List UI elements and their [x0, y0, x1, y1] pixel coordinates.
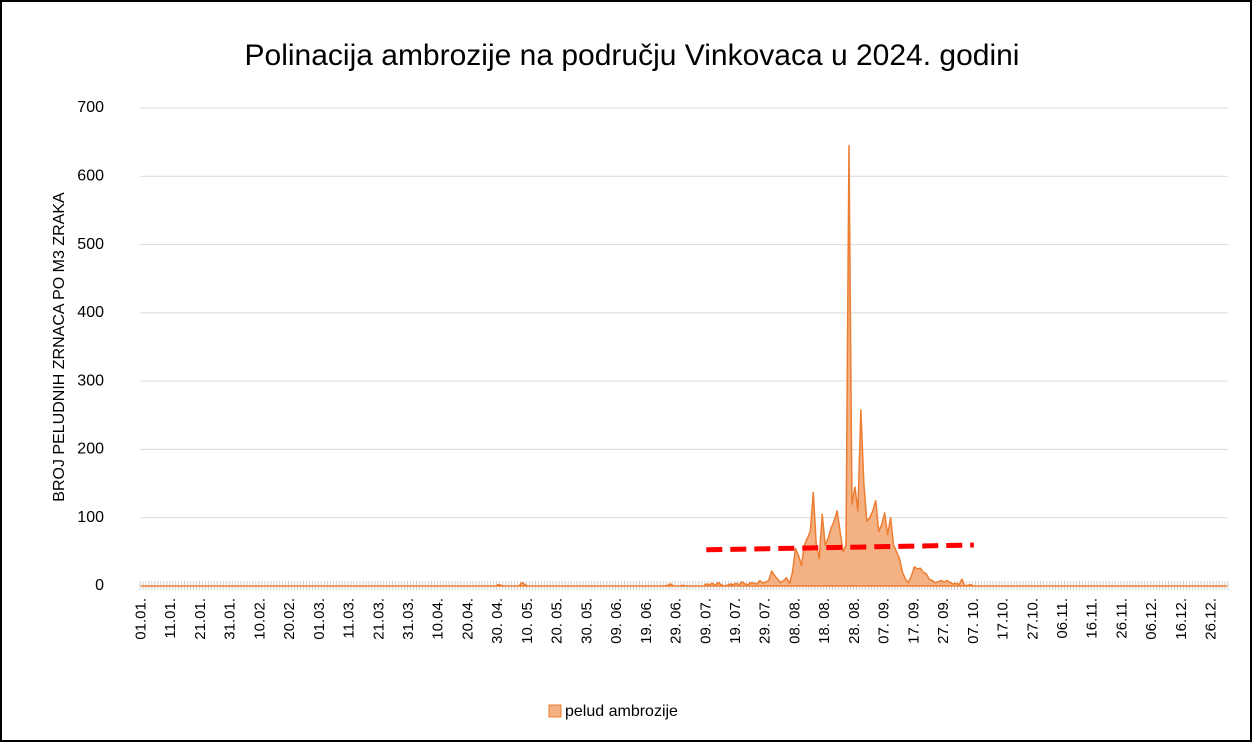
x-tick-label: 06.12. [1143, 598, 1160, 640]
x-tick-label: 11.01. [162, 598, 179, 639]
x-tick-label: 07. 09. [876, 598, 893, 644]
x-tick-label: 27.10. [1024, 598, 1041, 640]
y-tick-label: 300 [77, 372, 104, 389]
x-tick-label: 07. 10. [965, 598, 982, 644]
x-tick-label: 29. 07. [757, 598, 774, 644]
x-tick-label: 09. 06. [608, 598, 625, 644]
x-tick-label: 27. 09. [935, 598, 952, 644]
x-tick-label: 31.03. [400, 598, 417, 640]
x-tick-label: 01.03. [311, 598, 328, 640]
x-tick-label: 10. 05. [519, 598, 536, 644]
x-tick-label: 16.12. [1173, 598, 1190, 640]
x-tick-label: 30. 05. [578, 598, 595, 644]
x-tick-label: 01.01. [132, 598, 149, 640]
legend-swatch [548, 704, 562, 718]
x-tick-label: 30. 04. [489, 598, 506, 644]
x-tick-label: 26.11. [1113, 598, 1130, 639]
x-tick-label: 29. 06. [668, 598, 685, 644]
x-tick-label: 26.12. [1203, 598, 1220, 640]
x-tick-label: 06.11. [1054, 598, 1071, 639]
x-tick-label: 11.03. [341, 598, 358, 639]
y-tick-label: 100 [77, 509, 104, 526]
x-tick-label: 10.02. [251, 598, 268, 640]
x-tick-label: 20.02. [281, 598, 298, 640]
x-tick-label: 19. 07. [727, 598, 744, 644]
x-tick-label: 08. 08. [786, 598, 803, 644]
y-tick-label: 200 [77, 441, 104, 458]
y-tick-label: 0 [95, 577, 104, 594]
chart-title: Polinacija ambrozije na području Vinkova… [245, 39, 1020, 72]
x-tick-label: 28. 08. [846, 598, 863, 644]
x-tick-label: 21.03. [370, 598, 387, 640]
x-tick-label: 20. 05. [549, 598, 566, 644]
x-tick-label: 19. 06. [638, 598, 655, 644]
x-tick-label: 31.01. [222, 598, 239, 640]
y-tick-label: 600 [77, 168, 104, 185]
x-tick-label: 21.01. [192, 598, 209, 640]
x-tick-label: 17. 09. [905, 598, 922, 644]
y-tick-label: 700 [77, 99, 104, 116]
x-tick-label: 18. 08. [816, 598, 833, 644]
x-tick-label: 20.04. [459, 598, 476, 640]
legend-label: pelud ambrozije [565, 703, 678, 720]
area [140, 144, 1228, 587]
y-axis-label: BROJ PELUDNIH ZRNACA PO M3 ZRAKA [51, 192, 68, 502]
x-tick-label: 10.04. [430, 598, 447, 640]
x-tick-label: 17.10. [995, 598, 1012, 640]
x-tick-label: 16.11. [1084, 598, 1101, 639]
trendline [706, 542, 974, 553]
x-tick-label: 09. 07. [697, 598, 714, 644]
y-tick-label: 500 [77, 236, 104, 253]
y-tick-label: 400 [77, 304, 104, 321]
